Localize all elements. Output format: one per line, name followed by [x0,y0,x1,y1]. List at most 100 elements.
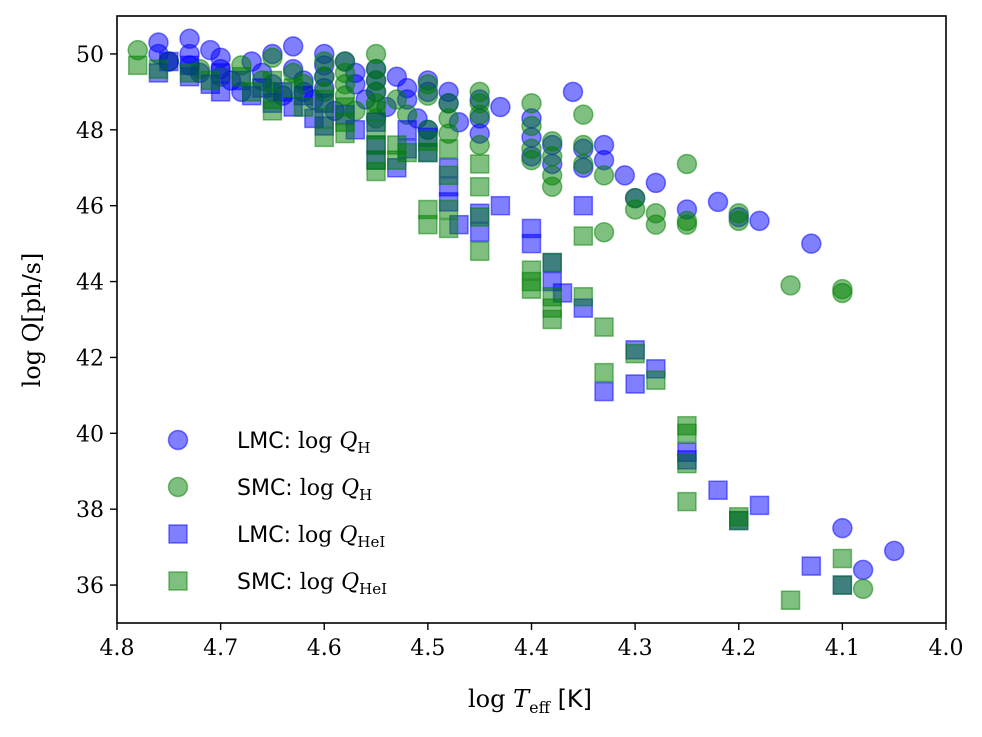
data-point-2 [521,115,542,137]
data-point-4 [677,423,697,444]
x-tick-label: 4.4 [514,636,549,661]
data-point-1 [645,172,667,194]
data-point-4 [438,218,459,239]
data-point-4 [573,226,594,246]
data-point-4 [397,142,417,163]
legend-marker [168,571,188,591]
data-point-4 [594,317,614,337]
data-point-4 [625,343,645,364]
legend-label: LMC: log QH [237,429,371,457]
data-point-4 [832,575,853,595]
data-point-4 [127,55,148,76]
y-tick-label: 36 [76,574,104,599]
data-point-4 [780,590,801,610]
y-tick-label: 42 [76,346,104,371]
data-point-2 [521,93,542,114]
y-tick-label: 50 [76,43,104,68]
data-point-4 [469,241,490,261]
data-point-2 [624,199,646,220]
y-tick-label: 38 [76,498,104,523]
y-tick-label: 46 [76,195,104,220]
data-point-2 [541,176,563,197]
data-point-4 [179,63,200,83]
data-point-2 [573,104,594,125]
data-point-4 [418,214,438,235]
scatter-points [127,28,905,610]
x-tick-label: 4.0 [929,636,964,661]
y-tick-label: 44 [76,271,104,296]
data-point-4 [200,70,221,91]
data-point-1 [282,36,304,57]
data-point-1 [614,165,636,186]
data-point-1 [852,559,874,581]
data-point-1 [749,210,770,232]
data-point-4 [469,207,490,227]
x-tick-label: 4.7 [203,636,238,661]
data-point-4 [542,298,562,318]
data-point-1 [832,517,853,539]
legend-marker [168,524,188,544]
data-point-1 [801,233,822,254]
data-point-4 [729,510,749,531]
x-axis-ticks: 4.8 4.7 4.6 4.5 4.4 4.3 4.2 4.1 4.0 [100,623,964,661]
data-point-4 [293,97,314,117]
data-point-4 [438,165,459,186]
data-point-2 [386,89,408,110]
data-point-4 [677,453,697,474]
legend-marker [167,476,189,498]
data-point-2 [469,104,490,125]
y-tick-label: 40 [76,422,104,447]
data-point-1 [707,191,729,213]
data-point-3 [749,495,770,516]
data-point-4 [438,199,459,220]
x-tick-label: 4.6 [307,636,342,661]
data-point-3 [521,233,542,254]
data-point-2 [417,85,439,106]
data-point-3 [708,480,728,500]
data-point-3 [594,381,614,402]
data-point-4 [241,82,262,102]
data-point-2 [832,282,853,304]
data-point-4 [314,127,334,148]
data-point-3 [490,195,511,216]
x-tick-label: 4.5 [410,636,445,661]
data-point-4 [418,142,438,163]
data-point-4 [573,286,594,307]
data-point-4 [366,161,386,182]
data-point-4 [262,101,283,121]
data-point-2 [469,134,490,156]
data-point-4 [677,491,697,512]
data-point-4 [438,139,459,159]
data-point-2 [645,214,667,235]
y-tick-label: 48 [76,119,104,144]
data-point-4 [231,66,252,87]
data-point-4 [335,123,355,144]
data-point-4 [594,362,614,383]
data-point-4 [469,176,490,197]
y-axis-ticks: 36 38 40 42 44 46 48 50 [76,43,117,599]
data-point-2 [780,275,801,296]
data-point-2 [676,214,698,235]
x-tick-label: 4.8 [100,636,135,661]
legend-label: LMC: log QHeI [237,523,385,551]
data-point-4 [366,101,386,121]
data-point-4 [542,252,562,273]
legend-label: SMC: log QH [237,476,372,504]
data-point-1 [562,81,584,103]
data-point-2 [521,149,542,171]
x-tick-label: 4.3 [618,636,653,661]
data-point-1 [490,96,511,118]
data-point-4 [832,548,853,569]
legend: LMC: log QH SMC: log QH LMC: log QHeI SMC: … [167,429,387,598]
data-point-4 [521,271,542,292]
y-axis-label: log Q[ph/s] [18,253,46,388]
data-point-2 [593,165,615,186]
data-point-4 [469,154,490,174]
data-point-3 [625,374,645,394]
data-point-2 [728,210,749,232]
data-point-2 [593,221,615,243]
data-point-3 [801,556,822,576]
data-point-2 [852,578,874,600]
data-point-3 [573,195,594,216]
data-point-2 [573,153,594,175]
